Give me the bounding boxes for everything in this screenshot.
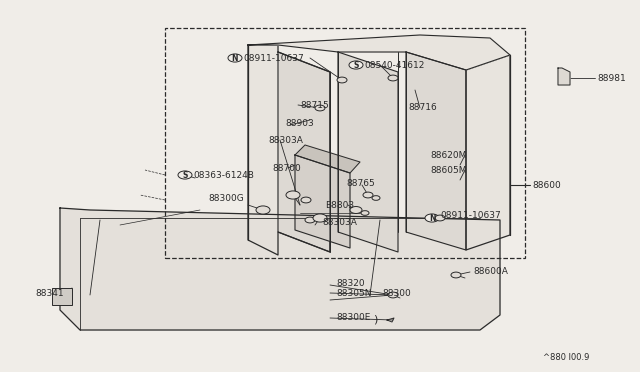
Text: 88300G: 88300G — [208, 193, 244, 202]
Circle shape — [301, 197, 311, 203]
Text: 88300: 88300 — [382, 289, 411, 298]
Text: 08911-10637: 08911-10637 — [243, 54, 304, 62]
Circle shape — [256, 206, 270, 214]
Circle shape — [337, 77, 347, 83]
Text: 08540-41612: 08540-41612 — [364, 61, 424, 70]
Bar — [52, 288, 72, 305]
Circle shape — [451, 272, 461, 278]
Text: 88305N: 88305N — [336, 289, 371, 298]
Text: 88341: 88341 — [35, 289, 63, 298]
Circle shape — [435, 215, 445, 221]
Polygon shape — [248, 35, 510, 70]
Text: ^880 l00.9: ^880 l00.9 — [543, 353, 589, 362]
Circle shape — [425, 214, 439, 222]
Text: 08911-10637: 08911-10637 — [440, 211, 500, 219]
Polygon shape — [295, 155, 350, 248]
Text: 88600A: 88600A — [473, 267, 508, 276]
Circle shape — [372, 196, 380, 201]
Text: 88981: 88981 — [597, 74, 626, 83]
Text: 88600: 88600 — [532, 180, 561, 189]
Text: 88903: 88903 — [285, 119, 314, 128]
Text: N: N — [429, 214, 435, 222]
Text: S: S — [182, 170, 188, 180]
Text: 88716: 88716 — [408, 103, 436, 112]
Circle shape — [388, 292, 398, 298]
Text: 88620M: 88620M — [430, 151, 467, 160]
Polygon shape — [558, 68, 570, 85]
Polygon shape — [278, 52, 330, 252]
Polygon shape — [248, 45, 330, 255]
Text: ): ) — [373, 315, 377, 325]
Text: 88303A: 88303A — [268, 135, 303, 144]
Polygon shape — [338, 52, 398, 252]
Circle shape — [363, 192, 373, 198]
Text: 88605M: 88605M — [430, 166, 467, 174]
Circle shape — [350, 206, 362, 214]
Circle shape — [178, 171, 192, 179]
Text: 88303A: 88303A — [322, 218, 357, 227]
Circle shape — [349, 61, 363, 69]
Polygon shape — [466, 55, 510, 250]
Bar — [165, 28, 525, 258]
Text: B8803: B8803 — [325, 201, 354, 209]
Polygon shape — [295, 145, 360, 173]
Circle shape — [286, 191, 300, 199]
Circle shape — [315, 105, 325, 111]
Circle shape — [305, 217, 315, 223]
Text: 88765: 88765 — [346, 179, 375, 187]
Circle shape — [228, 54, 242, 62]
Text: S: S — [353, 61, 358, 70]
Text: 08363-6124B: 08363-6124B — [193, 170, 254, 180]
Circle shape — [361, 211, 369, 215]
Circle shape — [388, 75, 398, 81]
Text: 88715: 88715 — [300, 100, 329, 109]
Circle shape — [313, 214, 327, 222]
Text: 88700: 88700 — [272, 164, 301, 173]
Polygon shape — [60, 208, 500, 330]
Text: N: N — [232, 54, 238, 62]
Text: 88320: 88320 — [336, 279, 365, 288]
Polygon shape — [406, 52, 466, 250]
Text: 88300E: 88300E — [336, 314, 371, 323]
